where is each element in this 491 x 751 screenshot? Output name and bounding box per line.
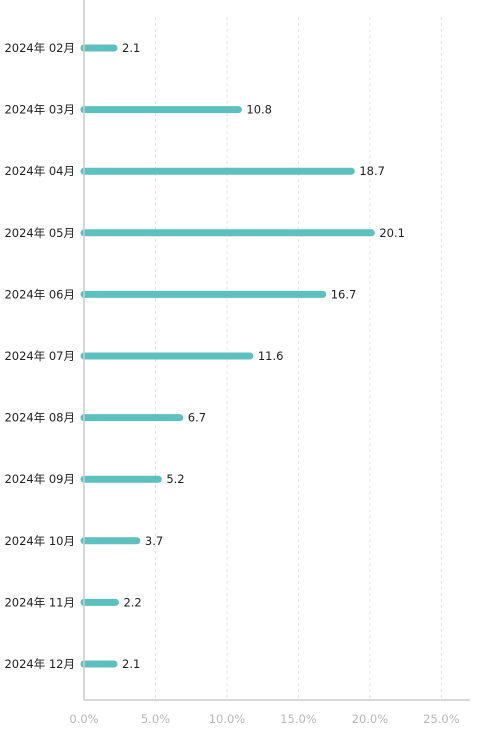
- x-tick-label: 15.0%: [280, 712, 317, 726]
- value-label: 6.7: [188, 411, 206, 425]
- value-label: 3.7: [145, 534, 163, 548]
- value-label: 16.7: [331, 287, 357, 301]
- x-tick-label: 20.0%: [352, 712, 389, 726]
- axes: [83, 0, 470, 701]
- value-label: 18.7: [359, 164, 385, 178]
- x-tick-label: 0.0%: [69, 712, 98, 726]
- value-label: 2.1: [122, 41, 140, 55]
- category-label: 2024年 02月: [4, 41, 75, 55]
- category-label: 2024年 09月: [4, 472, 75, 486]
- category-label: 2024年 11月: [4, 595, 75, 609]
- value-label: 2.1: [122, 657, 140, 671]
- x-tick-label: 5.0%: [141, 712, 170, 726]
- x-tick-label: 10.0%: [209, 712, 246, 726]
- value-label: 2.2: [123, 595, 141, 609]
- value-label: 11.6: [258, 349, 284, 363]
- value-label: 5.2: [166, 472, 184, 486]
- category-label: 2024年 07月: [4, 349, 75, 363]
- category-label: 2024年 06月: [4, 287, 75, 301]
- category-label: 2024年 03月: [4, 103, 75, 117]
- x-tick-label: 25.0%: [423, 712, 460, 726]
- value-label: 10.8: [246, 103, 272, 117]
- category-label: 2024年 10月: [4, 534, 75, 548]
- category-label: 2024年 04月: [4, 164, 75, 178]
- category-label: 2024年 12月: [4, 657, 75, 671]
- category-label: 2024年 05月: [4, 226, 75, 240]
- labels: 0.0% 5.0% 10.0% 15.0% 20.0% 25.0% 2024年 02月 2.1…: [4, 41, 459, 726]
- bars: [80, 44, 375, 668]
- value-label: 20.1: [379, 226, 405, 240]
- category-label: 2024年 08月: [4, 411, 75, 425]
